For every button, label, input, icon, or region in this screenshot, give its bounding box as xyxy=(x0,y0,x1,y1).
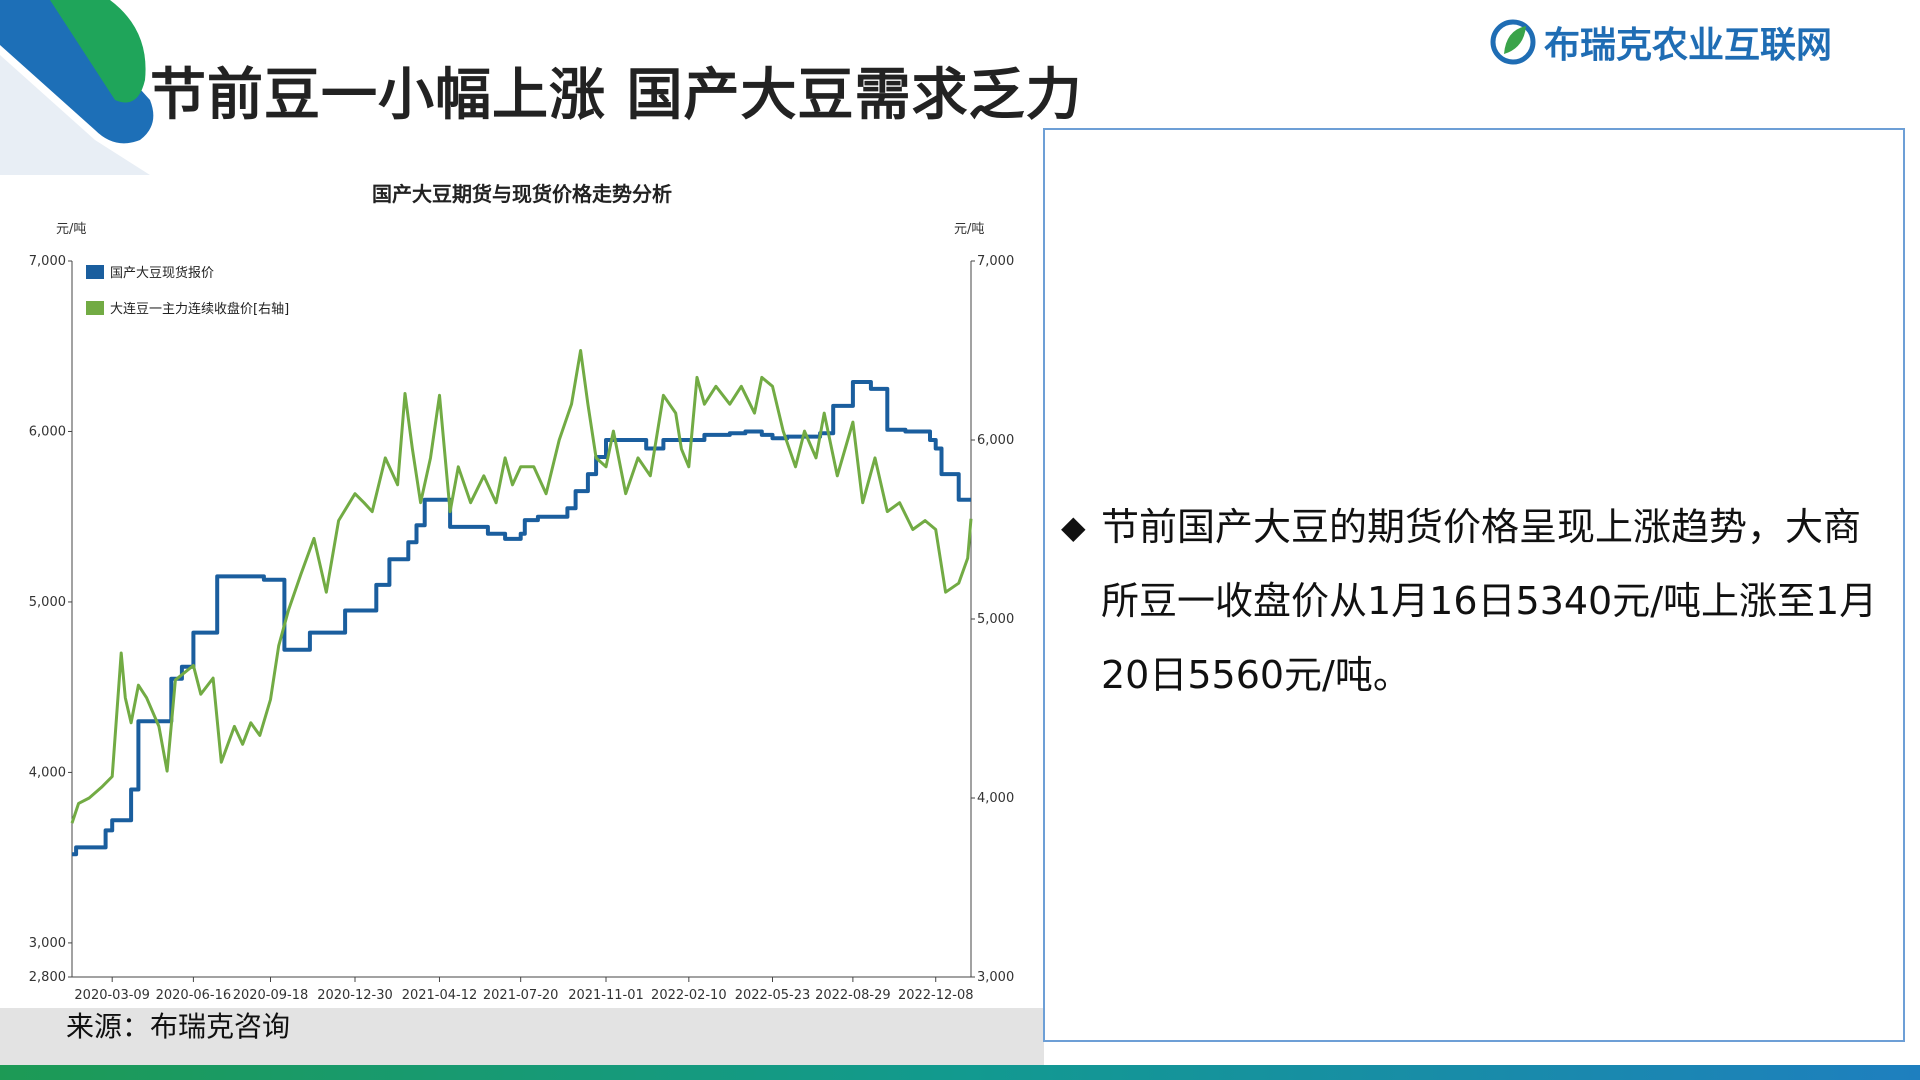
right-tick-label: 4,000 xyxy=(977,791,1014,806)
left-axis-unit: 元/吨 xyxy=(56,222,86,237)
right-tick-label: 5,000 xyxy=(977,612,1014,627)
left-tick-label: 3,000 xyxy=(29,936,66,951)
x-tick-label: 2021-04-12 xyxy=(402,988,478,1003)
x-tick-label: 2020-12-30 xyxy=(317,988,393,1003)
legend-label-futures: 大连豆一主力连续收盘价[右轴] xyxy=(110,301,289,317)
commentary-text: 节前国产大豆的期货价格呈现上涨趋势，大商所豆一收盘价从1月16日5340元/吨上… xyxy=(1101,505,1878,697)
x-tick-label: 2022-05-23 xyxy=(735,988,811,1003)
left-tick-label: 4,000 xyxy=(29,765,66,780)
x-tick-label: 2022-12-08 xyxy=(898,988,974,1003)
left-tick-label: 6,000 xyxy=(29,424,66,439)
source-bar xyxy=(0,1008,1044,1065)
legend-swatch-spot xyxy=(86,265,104,279)
right-tick-label: 7,000 xyxy=(977,254,1014,269)
x-tick-label: 2020-09-18 xyxy=(233,988,309,1003)
legend-swatch-futures xyxy=(86,301,104,315)
logo-text: 布瑞克农业互联网 xyxy=(1544,25,1833,66)
chart-title: 国产大豆期货与现货价格走势分析 xyxy=(372,182,672,206)
left-tick-label: 5,000 xyxy=(29,595,66,610)
bottom-stripe xyxy=(0,1065,1920,1080)
price-chart: 元/吨 元/吨 7,000 6,000 5,000 4,000 3,000 2,800 7,… xyxy=(29,222,1014,1003)
x-tick-label: 2021-07-20 xyxy=(483,988,559,1003)
left-tick-label: 2,800 xyxy=(29,970,66,985)
corner-decoration xyxy=(0,0,154,175)
series-line-futures xyxy=(70,349,973,824)
right-tick-label: 6,000 xyxy=(977,433,1014,448)
diamond-bullet-icon: ◆ xyxy=(1061,508,1086,546)
x-tick-label: 2022-02-10 xyxy=(651,988,727,1003)
x-tick-label: 2021-11-01 xyxy=(568,988,644,1003)
x-tick-label: 2020-06-16 xyxy=(156,988,232,1003)
chart-legend: 国产大豆现货报价 大连豆一主力连续收盘价[右轴] xyxy=(86,265,289,317)
leaf-logo-icon xyxy=(1490,19,1536,65)
x-tick-label: 2022-08-29 xyxy=(815,988,891,1003)
left-tick-label: 7,000 xyxy=(29,254,66,269)
x-tick-label: 2020-03-09 xyxy=(74,988,150,1003)
commentary-paragraph: ◆ 节前国产大豆的期货价格呈现上涨趋势，大商所豆一收盘价从1月16日5340元/… xyxy=(1061,490,1891,712)
source-text: 来源：布瑞克咨询 xyxy=(66,1010,291,1043)
right-tick-label: 3,000 xyxy=(977,970,1014,985)
right-axis-unit: 元/吨 xyxy=(954,222,984,237)
legend-label-spot: 国产大豆现货报价 xyxy=(110,265,214,281)
series-line-spot xyxy=(72,380,971,857)
commentary-box: ◆ 节前国产大豆的期货价格呈现上涨趋势，大商所豆一收盘价从1月16日5340元/… xyxy=(1043,128,1905,1042)
slide-title: 节前豆一小幅上涨 国产大豆需求乏力 xyxy=(150,63,1083,128)
brand-logo: 布瑞克农业互联网 xyxy=(1490,14,1832,70)
